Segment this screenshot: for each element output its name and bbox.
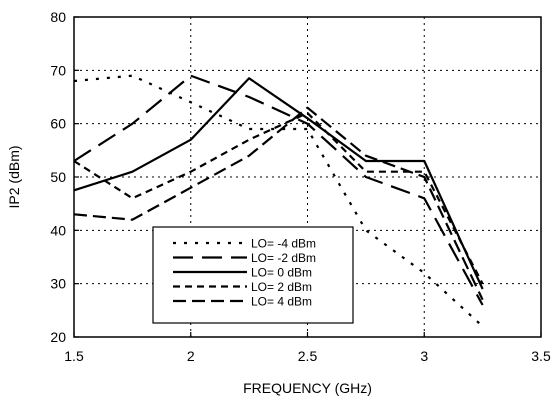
legend-label: LO= -4 dBm [251,237,316,251]
y-tick-label: 20 [50,329,66,345]
x-tick-label: 3.5 [531,348,551,364]
x-axis-label: FREQUENCY (GHz) [243,380,372,396]
x-tick-label: 2 [187,348,195,364]
legend-label: LO= 2 dBm [251,280,312,294]
y-tick-label: 50 [50,169,66,185]
x-tick-label: 3 [420,348,428,364]
tick-labels: 1.5 2 2.5 3 3.5 20 30 40 50 60 70 80 [50,9,551,364]
series-line [73,74,484,306]
legend-label: LO= 4 dBm [251,295,312,309]
y-tick-label: 60 [50,116,66,132]
series-lines [73,74,484,328]
x-tick-label: 1.5 [64,348,84,364]
series-line [73,111,484,285]
y-axis-label: IP2 (dBm) [6,145,22,208]
legend-label: LO= 0 dBm [251,266,312,280]
series-line [73,77,484,290]
x-tick-label: 2.5 [298,348,318,364]
y-tick-label: 80 [50,9,66,25]
y-tick-label: 70 [50,62,66,78]
y-tick-label: 30 [50,276,66,292]
series-line [73,106,484,301]
y-tick-label: 40 [50,222,66,238]
legend-label: LO= -2 dBm [251,251,316,265]
